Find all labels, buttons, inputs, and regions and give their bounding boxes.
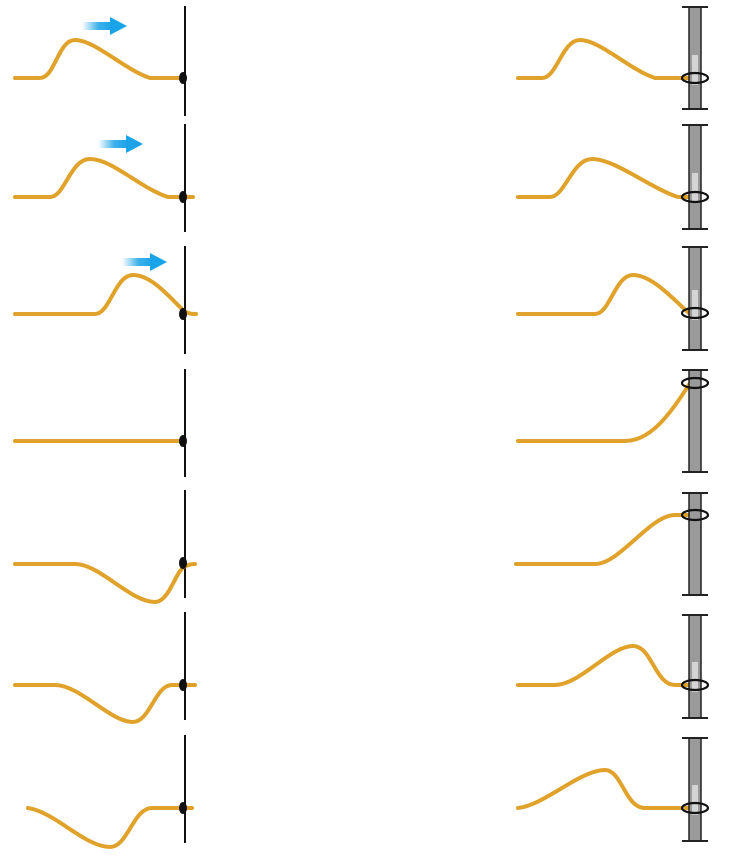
arrow-right-icon (98, 135, 143, 153)
rope-wave (26, 806, 194, 849)
ring-icon (680, 306, 710, 320)
rope-wave (13, 683, 197, 724)
knot-icon (179, 557, 187, 569)
pole (682, 246, 708, 351)
right-frame-7 (516, 737, 710, 842)
arrow-right-icon (82, 17, 127, 35)
right-frame-3 (516, 246, 710, 351)
pole (682, 6, 708, 110)
pole (682, 369, 708, 473)
right-frame-2 (516, 124, 710, 230)
pole (682, 737, 708, 842)
rope-wave (13, 273, 198, 316)
rope-wave (516, 273, 692, 316)
ring-icon (680, 801, 710, 815)
knot-icon (179, 308, 187, 320)
rope-wave (516, 157, 692, 199)
rope-wave (516, 644, 692, 687)
knot-icon (179, 435, 187, 447)
right-frame-5 (514, 492, 710, 596)
rope-wave (516, 381, 692, 443)
ring-icon (680, 376, 710, 390)
rope-wave (13, 38, 184, 80)
knot-icon (179, 679, 187, 691)
left-frame-2 (13, 124, 195, 232)
left-frame-3 (13, 246, 198, 354)
right-frame-4 (516, 369, 710, 473)
knot-icon (179, 802, 187, 814)
left-frame-6 (13, 612, 197, 724)
ring-icon (680, 508, 710, 522)
arrow-right-icon (122, 253, 167, 271)
rope-wave (516, 768, 692, 810)
knot-icon (179, 72, 187, 84)
rope-wave (13, 562, 197, 604)
ring-icon (680, 190, 710, 204)
rope-wave (13, 157, 195, 199)
left-column-fixed-end (13, 6, 198, 849)
knot-icon (179, 191, 187, 203)
rope-wave (514, 513, 692, 566)
right-frame-1 (516, 6, 710, 110)
pole (682, 124, 708, 230)
left-frame-5 (13, 490, 197, 604)
pole (682, 614, 708, 719)
right-frame-6 (516, 614, 710, 719)
ring-icon (680, 678, 710, 692)
left-frame-7 (26, 735, 194, 849)
rope-wave (516, 38, 692, 80)
right-column-free-end (514, 6, 710, 842)
left-frame-1 (13, 6, 187, 116)
left-frame-4 (13, 369, 187, 477)
pole (682, 492, 708, 596)
ring-icon (680, 71, 710, 85)
